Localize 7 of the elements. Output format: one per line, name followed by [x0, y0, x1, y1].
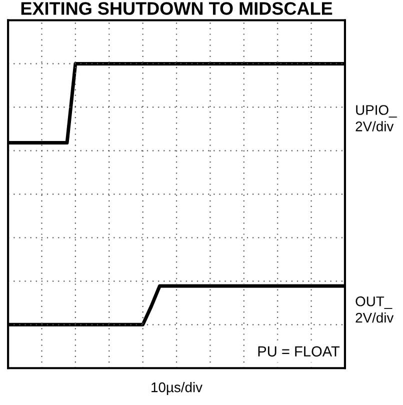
- text: 2V/div: [356, 121, 394, 132]
- text: UPIO_: [356, 105, 397, 118]
- text: PU = FLOAT: [258, 346, 340, 357]
- text: 2V/div: [356, 312, 394, 323]
- x-axis-title: 10µs/div: [152, 382, 202, 395]
- series-label: OUT_: [356, 296, 392, 309]
- chart-title: EXITING SHUTDOWN TO MIDSCALE: [21, 2, 332, 15]
